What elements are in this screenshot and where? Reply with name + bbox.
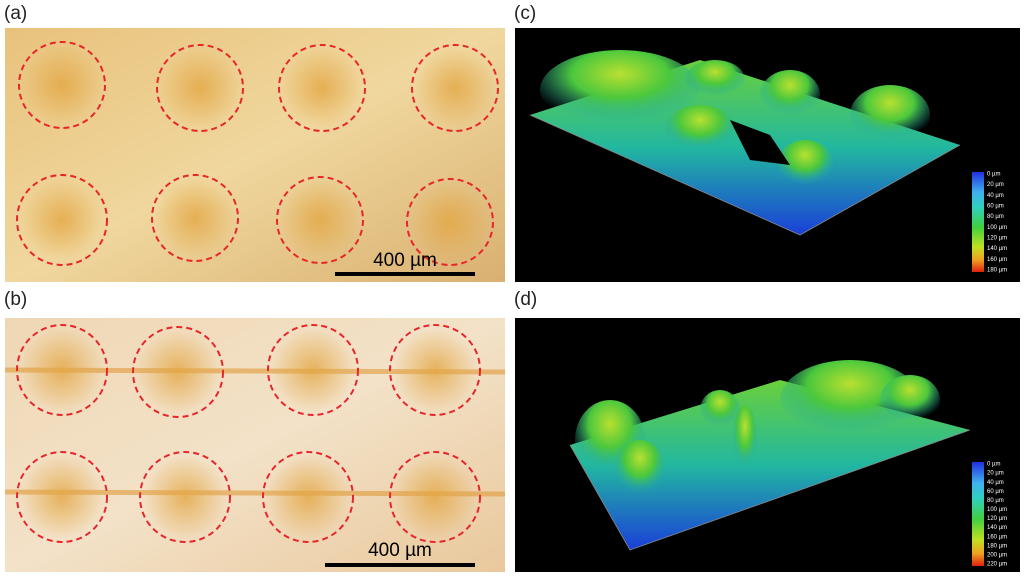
colorbar-label: 100 µm [987, 225, 1007, 231]
colorbar-label: 180 µm [987, 543, 1007, 549]
colorbar-label: 220 µm [987, 562, 1007, 568]
colorbar-label: 0 µm [987, 462, 1000, 468]
colorbar-label: 20 µm [987, 471, 1004, 477]
colorbar-labels: 0 µm 20 µm 40 µm 60 µm 80 µm 100 µm 120 µm 140 … [987, 172, 1007, 274]
colorbar-label: 180 µm [987, 268, 1007, 274]
colorbar-label: 80 µm [987, 214, 1004, 220]
colorbar-label: 140 µm [987, 246, 1007, 252]
panel-label: (a) [4, 3, 27, 24]
colorbar-label: 60 µm [987, 204, 1004, 210]
colorbar-label: 100 µm [987, 507, 1007, 513]
scale-bar-label: 400 µm [373, 250, 437, 271]
dashed-circles [16, 41, 499, 266]
surface [529, 50, 961, 236]
colorbar-label: 80 µm [987, 498, 1004, 504]
colorbar-label: 20 µm [987, 182, 1004, 188]
colorbar-labels: 0 µm 20 µm 40 µm 60 µm 80 µm 100 µm 120 µm 140 … [987, 462, 1007, 568]
colorbar-label: 60 µm [987, 489, 1004, 495]
dashed-circles [16, 324, 481, 543]
colorbar-label: 160 µm [987, 534, 1007, 540]
scale-bar-label: 400 µm [368, 540, 432, 561]
colorbar [972, 172, 984, 272]
colorbar-label: 40 µm [987, 193, 1004, 199]
colorbar-label: 160 µm [987, 257, 1007, 263]
colorbar-label: 200 µm [987, 552, 1007, 558]
colorbar [972, 462, 984, 566]
colorbar-label: 120 µm [987, 236, 1007, 242]
colorbar-label: 140 µm [987, 525, 1007, 531]
panel-label: (b) [4, 289, 27, 310]
surface [569, 360, 971, 551]
spots [22, 45, 495, 262]
panel-label: (d) [514, 289, 537, 310]
panel-label: (c) [514, 3, 536, 24]
colorbar-label: 40 µm [987, 480, 1004, 486]
spots [20, 328, 477, 539]
colorbar-label: 120 µm [987, 516, 1007, 522]
colorbar-label: 0 µm [987, 172, 1000, 178]
